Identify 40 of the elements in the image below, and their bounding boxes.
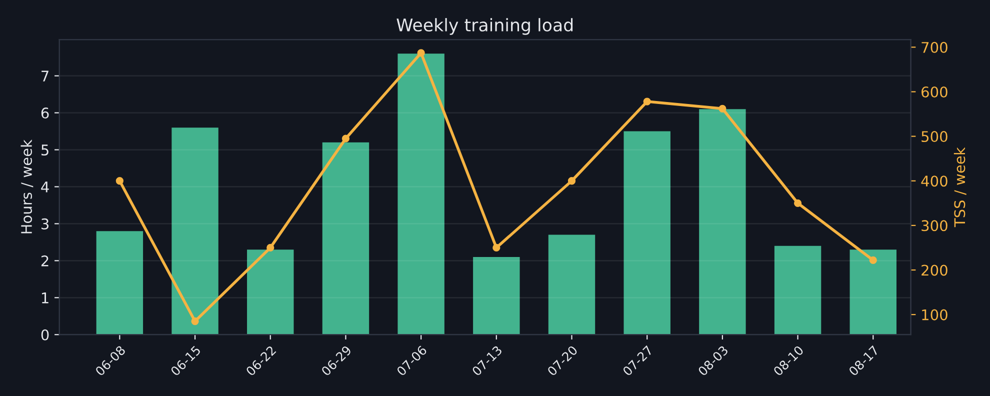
point — [191, 317, 199, 326]
point — [116, 177, 124, 185]
bar — [473, 256, 520, 335]
y-tick-label: 7 — [42, 70, 48, 82]
y2-tick-label: 300 — [922, 220, 948, 232]
bar — [699, 109, 746, 335]
bar — [548, 234, 596, 335]
bar — [172, 128, 218, 335]
point — [492, 244, 500, 252]
y-tick-label: 2 — [41, 255, 48, 266]
y2-tick-label: 200 — [922, 264, 948, 276]
y2-tick-label: 600 — [922, 86, 948, 98]
y-tick-label: 0 — [41, 329, 49, 340]
point — [417, 49, 425, 57]
point — [568, 177, 576, 185]
point — [794, 199, 802, 207]
y2-tick-label: 500 — [922, 131, 948, 142]
point — [869, 256, 877, 264]
point — [266, 244, 274, 252]
bar — [96, 231, 144, 335]
y-axis-title: Hours / week — [20, 140, 34, 234]
bar — [624, 131, 670, 335]
chart-title: Weekly training load — [396, 18, 573, 35]
bar — [398, 54, 444, 335]
point — [643, 98, 651, 106]
y2-axis-title: TSS / week — [954, 147, 966, 228]
y2-tick-label: 400 — [921, 176, 948, 187]
y2-tick-label: 700 — [922, 42, 948, 53]
point — [718, 104, 726, 112]
y-tick-label: 4 — [41, 182, 49, 192]
y2-tick-label: 100 — [922, 309, 948, 320]
point — [342, 134, 350, 142]
y-tick-label: 3 — [42, 218, 49, 230]
bar — [247, 250, 294, 335]
bar — [322, 142, 370, 335]
y-tick-label: 1 — [42, 292, 48, 304]
bar — [850, 250, 896, 335]
y-tick-label: 6 — [41, 108, 49, 119]
y-tick-label: 5 — [42, 144, 48, 156]
bar — [774, 246, 822, 335]
